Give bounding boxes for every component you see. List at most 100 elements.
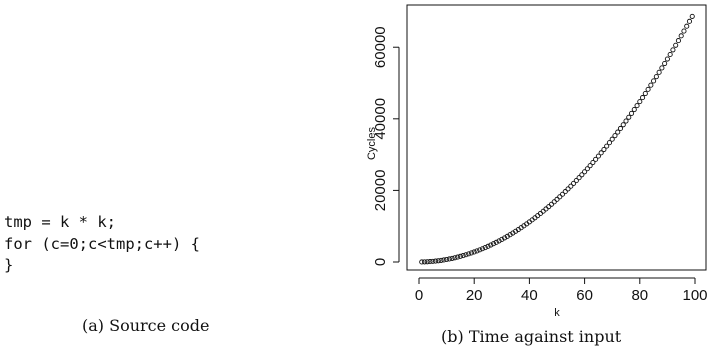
data-point <box>678 33 684 39</box>
data-point <box>601 146 607 153</box>
x-axis-label: k <box>554 307 560 319</box>
data-point <box>604 143 610 149</box>
data-point <box>662 60 668 67</box>
data-point <box>565 186 571 192</box>
data-point <box>419 259 425 265</box>
source-code-block: tmp = k * k; for (c=0;c<tmp;c++) {} <box>4 212 200 277</box>
data-point <box>496 238 502 244</box>
data-point <box>582 169 588 175</box>
data-point <box>427 259 433 265</box>
x-tick-label: 40 <box>521 287 538 304</box>
data-point <box>598 150 604 156</box>
code-line: for (c=0;c<tmp;c++) { <box>4 234 200 253</box>
data-point <box>463 252 469 258</box>
data-point <box>449 255 455 261</box>
data-point <box>628 110 635 116</box>
data-point <box>554 196 560 202</box>
data-point <box>421 259 428 265</box>
data-point <box>620 122 626 128</box>
data-point <box>595 153 601 159</box>
data-point <box>477 247 483 253</box>
data-point <box>645 86 651 92</box>
data-point <box>617 125 624 132</box>
data-point <box>667 51 673 58</box>
data-point <box>424 259 430 265</box>
data-point <box>593 156 599 162</box>
data-point <box>490 241 497 247</box>
x-tick-label: 60 <box>576 287 593 304</box>
y-tick-label: 0 <box>372 258 389 266</box>
data-point <box>670 47 676 53</box>
code-line: tmp = k * k; <box>4 213 116 231</box>
caption-source-code: (a) Source code <box>82 316 210 335</box>
data-point <box>493 239 499 245</box>
data-point <box>551 199 557 205</box>
data-point <box>653 74 659 80</box>
data-point <box>579 172 585 178</box>
data-point <box>474 248 480 254</box>
data-point <box>430 258 436 264</box>
data-point <box>637 99 643 105</box>
x-tick-label: 100 <box>682 287 707 304</box>
data-point <box>576 175 582 181</box>
data-point <box>681 28 687 34</box>
data-point <box>659 65 665 71</box>
data-point <box>686 18 693 24</box>
data-point <box>590 159 596 166</box>
data-point <box>573 178 579 184</box>
data-point <box>562 189 568 195</box>
x-tick-label: 0 <box>415 287 423 304</box>
data-point <box>488 242 494 248</box>
data-point <box>689 13 695 19</box>
data-point <box>446 256 452 262</box>
data-point <box>433 258 439 264</box>
data-point <box>615 129 621 135</box>
data-point <box>485 243 491 249</box>
data-point <box>664 56 670 62</box>
data-point <box>452 255 458 261</box>
data-point <box>457 253 463 259</box>
data-point <box>568 183 574 189</box>
caption-time-against-input: (b) Time against input <box>441 327 622 346</box>
x-tick-label: 20 <box>466 287 483 304</box>
data-point <box>559 191 566 197</box>
data-point <box>471 249 477 255</box>
data-point <box>648 82 654 88</box>
data-point <box>540 208 546 214</box>
data-point <box>684 23 690 29</box>
data-point <box>479 246 486 252</box>
data-point <box>571 180 577 186</box>
data-point <box>441 257 447 263</box>
data-point <box>606 140 612 146</box>
y-tick-label: 60000 <box>372 26 389 68</box>
data-point <box>455 254 461 260</box>
data-point <box>482 245 488 251</box>
data-point <box>435 258 441 264</box>
data-point <box>642 90 648 97</box>
y-tick-label: 20000 <box>372 170 389 212</box>
data-point <box>546 204 552 210</box>
y-axis-label: Cycles <box>366 127 378 161</box>
data-point <box>651 78 657 84</box>
code-line: } <box>4 256 14 274</box>
data-point <box>631 106 637 113</box>
data-point <box>584 166 590 172</box>
plot-frame <box>406 4 707 271</box>
data-point <box>587 163 593 169</box>
data-point <box>626 114 632 120</box>
data-point <box>612 133 618 139</box>
data-point <box>623 118 629 124</box>
data-point <box>673 42 679 48</box>
data-point <box>675 38 681 44</box>
x-tick-label: 80 <box>631 287 648 304</box>
data-point <box>548 201 555 207</box>
data-point <box>543 206 549 212</box>
data-point <box>557 194 563 200</box>
data-point <box>438 257 444 263</box>
data-point <box>634 103 640 109</box>
data-point <box>656 69 662 75</box>
data-point <box>609 136 615 142</box>
data-point <box>499 236 505 242</box>
data-point <box>466 251 472 257</box>
